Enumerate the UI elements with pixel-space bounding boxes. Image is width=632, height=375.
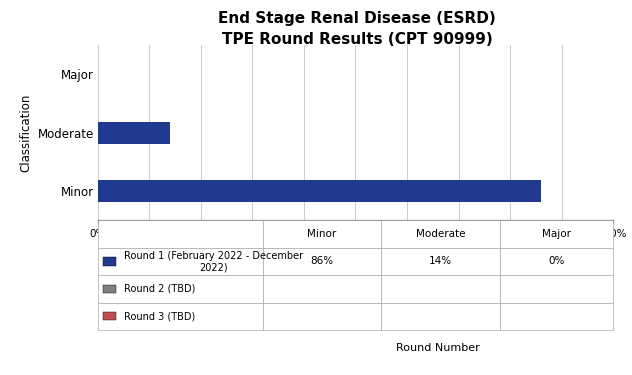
Bar <box>98 248 263 275</box>
Text: Round 2 (TBD): Round 2 (TBD) <box>124 284 195 294</box>
Bar <box>263 275 381 303</box>
Bar <box>103 285 116 293</box>
Text: Round 3 (TBD): Round 3 (TBD) <box>124 311 195 321</box>
Y-axis label: Classification: Classification <box>19 93 32 172</box>
Text: Round 1 (February 2022 - December
2022): Round 1 (February 2022 - December 2022) <box>124 251 303 272</box>
Bar <box>98 180 541 202</box>
Text: Major: Major <box>542 229 571 239</box>
Bar <box>500 275 613 303</box>
Bar <box>103 257 116 265</box>
Bar <box>381 220 500 248</box>
Bar <box>98 220 263 248</box>
Bar <box>98 303 263 330</box>
Bar <box>500 303 613 330</box>
Text: 14%: 14% <box>429 256 452 267</box>
Bar <box>263 303 381 330</box>
Text: 0%: 0% <box>548 256 564 267</box>
Bar <box>500 248 613 275</box>
Bar <box>381 275 500 303</box>
Text: 86%: 86% <box>310 256 334 267</box>
Bar <box>98 275 263 303</box>
Text: End Stage Renal Disease (ESRD)
TPE Round Results (CPT 90999): End Stage Renal Disease (ESRD) TPE Round… <box>218 11 496 47</box>
Text: Moderate: Moderate <box>416 229 465 239</box>
Bar <box>98 122 170 144</box>
Bar <box>263 220 381 248</box>
Bar <box>263 248 381 275</box>
Text: Minor: Minor <box>307 229 337 239</box>
Bar <box>103 312 116 320</box>
Bar <box>381 303 500 330</box>
Text: Round Number: Round Number <box>396 343 480 353</box>
Bar <box>381 248 500 275</box>
Bar <box>500 220 613 248</box>
